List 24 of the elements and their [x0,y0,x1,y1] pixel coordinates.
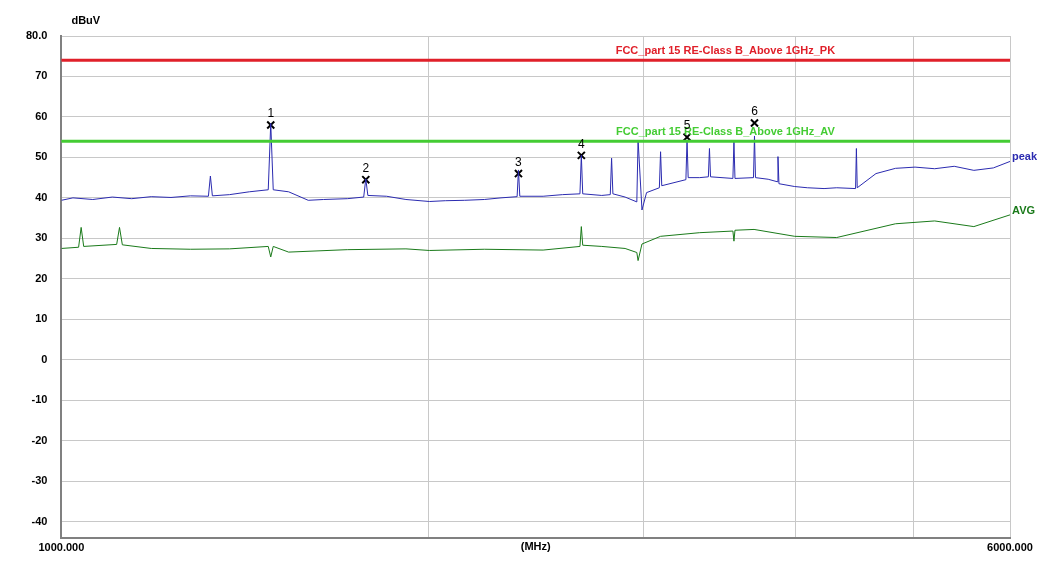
x-tick-label: 6000.000 [987,541,1033,554]
y-tick-label: -40 [31,514,48,527]
y-tick-label: 30 [35,231,48,244]
y-tick-label: 10 [35,312,48,325]
y-tick-label: 70 [35,69,48,82]
ref-line-label: FCC_part 15 RE-Class B_Above 1GHz_PK [615,43,836,56]
y-tick-label: -10 [31,393,48,406]
series-label: AVG [1012,203,1036,216]
x-tick-label: 1000.000 [38,541,85,554]
y-tick-label: 80.0 [25,29,48,42]
y-tick-label: 0 [41,352,48,365]
annotation: 6 [751,104,759,119]
annotation: 1 [267,106,275,121]
x-axis-title: (MHz) [520,540,552,553]
series-label: peak [1012,150,1038,163]
y-tick-label: 20 [35,271,48,284]
annotation: 3 [515,154,523,169]
annotation: 2 [362,160,370,175]
y-tick-label: -30 [31,474,48,487]
y-tick-label: 60 [35,109,48,122]
y-axis-title: dBuV [71,14,101,26]
y-tick-label: -20 [31,433,48,446]
y-tick-label: 50 [35,150,48,163]
y-tick-label: 40 [35,190,48,203]
